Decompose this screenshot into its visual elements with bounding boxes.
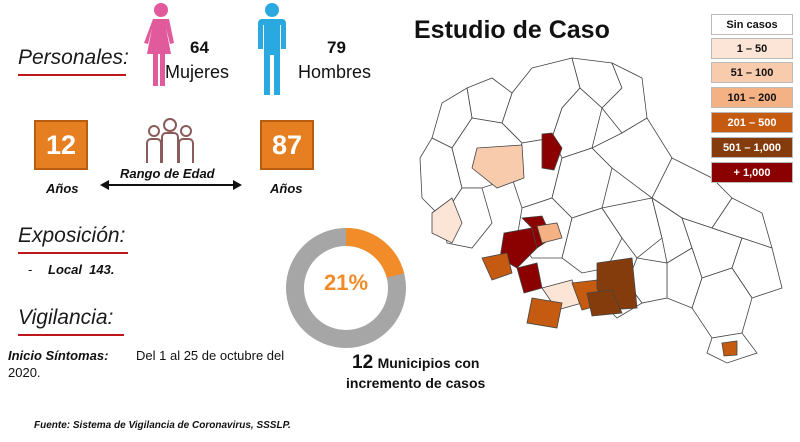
age-range-label: Rango de Edad <box>120 166 215 181</box>
legend-item: Sin casos <box>711 14 793 35</box>
vigilancia-underline <box>18 334 124 336</box>
age-max-box: 87 <box>260 120 314 170</box>
legend-item: + 1,000 <box>711 162 793 183</box>
exposicion-bullet: - <box>28 262 33 277</box>
exposicion-item: Local 143. <box>48 262 115 277</box>
men-label: Hombres <box>298 62 372 82</box>
personales-label: Personales: <box>18 46 129 69</box>
municipios-count: 12 <box>352 352 374 373</box>
people-group-icon <box>146 118 194 163</box>
age-max-unit: Años <box>270 181 303 196</box>
personales-underline <box>18 74 126 76</box>
legend-item: 101 – 200 <box>711 87 793 108</box>
municipios-text-2: incremento de casos <box>346 375 486 391</box>
map-highlighted-municipalities <box>431 132 738 357</box>
vigilancia-label: Vigilancia: <box>18 306 114 329</box>
women-label: Mujeres <box>165 62 230 82</box>
age-min-unit: Años <box>46 181 79 196</box>
man-icon <box>258 3 286 95</box>
municipality-map <box>419 57 783 364</box>
exposicion-label: Exposición: <box>18 224 126 247</box>
municipios-line-1: 12 Municipios con <box>352 352 479 374</box>
inicio-sintomas-value-2: 2020. <box>8 365 41 380</box>
donut-highlight-arc <box>286 228 406 348</box>
legend-item: 51 – 100 <box>711 62 793 83</box>
source-note: Fuente: Sistema de Vigilancia de Coronav… <box>34 420 291 431</box>
men-count: 79 <box>327 38 346 57</box>
legend-item: 501 – 1,000 <box>711 137 793 158</box>
donut-percent: 21% <box>323 270 369 295</box>
inicio-sintomas-value-1: Del 1 al 25 de octubre del <box>136 348 285 363</box>
inicio-sintomas-label: Inicio Síntomas: <box>8 348 109 363</box>
woman-icon <box>144 3 174 86</box>
page-title: Estudio de Caso <box>414 16 610 44</box>
legend-item: 1 – 50 <box>711 38 793 59</box>
women-count: 64 <box>190 38 209 57</box>
exposicion-underline <box>18 252 128 254</box>
legend-item: 201 – 500 <box>711 112 793 133</box>
municipios-text-1: Municipios con <box>377 355 480 371</box>
age-range-arrow <box>100 180 242 190</box>
percent-donut <box>286 228 406 348</box>
age-min-box: 12 <box>34 120 88 170</box>
